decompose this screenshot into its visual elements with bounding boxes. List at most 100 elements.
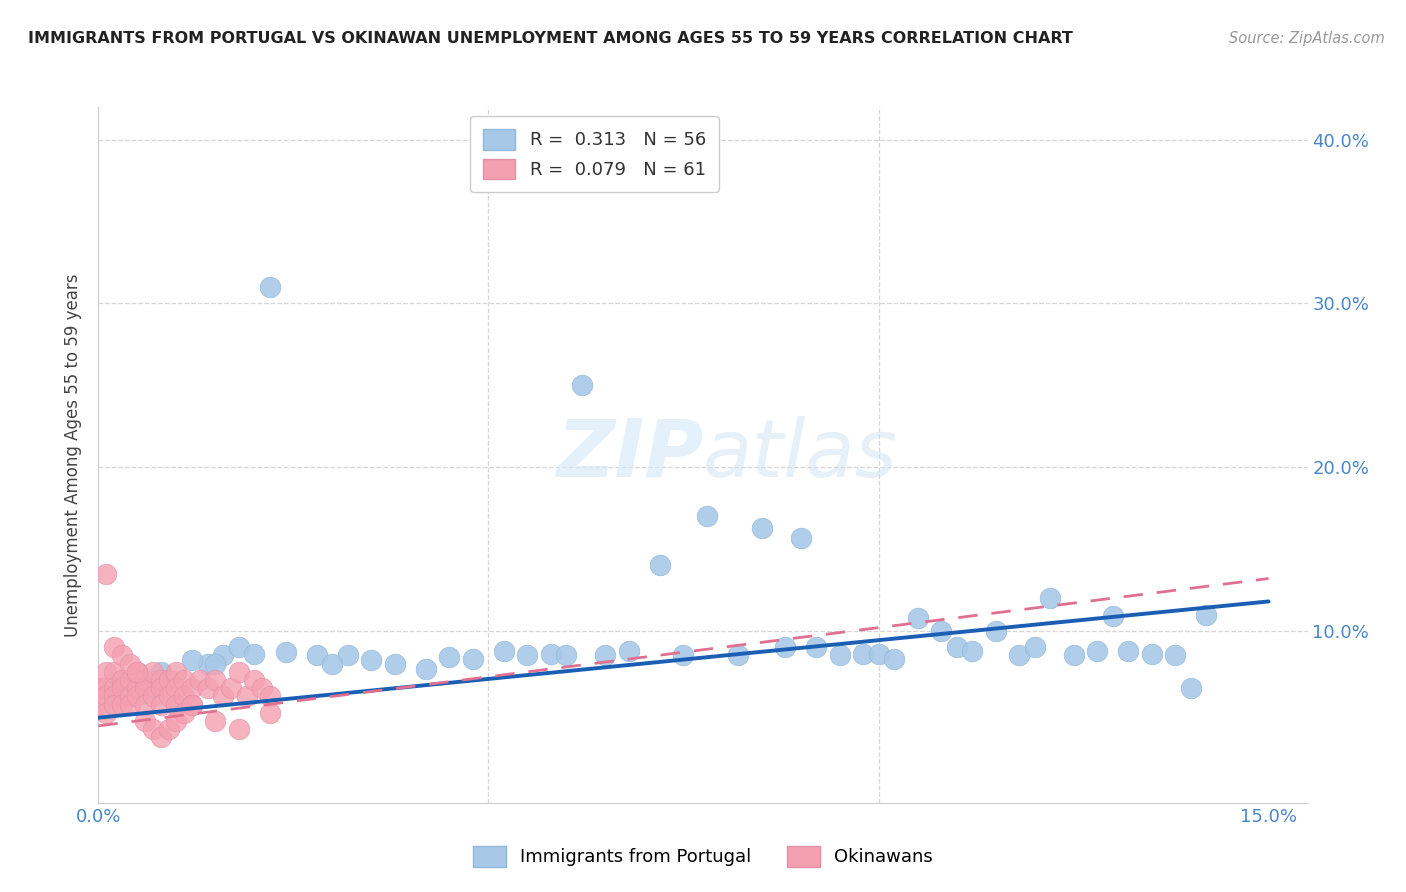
Point	[321, 657, 343, 671]
Point	[415, 662, 437, 676]
Point	[157, 722, 180, 736]
Point	[751, 521, 773, 535]
Point	[540, 647, 562, 661]
Text: Source: ZipAtlas.com: Source: ZipAtlas.com	[1229, 31, 1385, 46]
Point	[212, 648, 235, 663]
Point	[1063, 648, 1085, 663]
Point	[883, 651, 905, 665]
Point	[243, 647, 266, 661]
Point	[960, 643, 983, 657]
Point	[461, 651, 484, 665]
Point	[111, 681, 134, 696]
Point	[617, 643, 640, 657]
Point	[134, 714, 156, 728]
Point	[228, 722, 250, 736]
Point	[118, 673, 141, 687]
Point	[259, 280, 281, 294]
Point	[243, 673, 266, 687]
Point	[337, 648, 360, 663]
Point	[1039, 591, 1062, 606]
Point	[111, 698, 134, 712]
Point	[103, 690, 125, 704]
Point	[1116, 643, 1139, 657]
Point	[165, 681, 187, 696]
Point	[96, 566, 118, 581]
Point	[127, 681, 149, 696]
Point	[852, 647, 875, 661]
Point	[149, 698, 172, 712]
Point	[696, 509, 718, 524]
Point	[929, 624, 952, 638]
Point	[197, 657, 219, 671]
Point	[118, 657, 141, 671]
Point	[118, 690, 141, 704]
Point	[142, 690, 165, 704]
Y-axis label: Unemployment Among Ages 55 to 59 years: Unemployment Among Ages 55 to 59 years	[65, 273, 83, 637]
Point	[142, 665, 165, 679]
Point	[127, 690, 149, 704]
Point	[111, 648, 134, 663]
Point	[103, 640, 125, 655]
Point	[235, 690, 257, 704]
Point	[228, 640, 250, 655]
Point	[103, 681, 125, 696]
Point	[103, 665, 125, 679]
Point	[165, 698, 187, 712]
Point	[555, 648, 578, 663]
Legend: Immigrants from Portugal, Okinawans: Immigrants from Portugal, Okinawans	[465, 838, 941, 874]
Point	[96, 706, 118, 720]
Point	[828, 648, 851, 663]
Point	[1008, 648, 1031, 663]
Point	[1101, 609, 1123, 624]
Point	[595, 648, 617, 663]
Point	[127, 665, 149, 679]
Point	[804, 640, 827, 655]
Point	[274, 645, 297, 659]
Point	[87, 698, 110, 712]
Point	[984, 624, 1007, 638]
Point	[204, 657, 226, 671]
Point	[111, 673, 134, 687]
Point	[516, 648, 538, 663]
Point	[149, 731, 172, 745]
Point	[173, 706, 195, 720]
Point	[1085, 643, 1108, 657]
Point	[305, 648, 328, 663]
Point	[1164, 648, 1187, 663]
Point	[259, 706, 281, 720]
Point	[360, 653, 382, 667]
Point	[1140, 647, 1163, 661]
Point	[571, 378, 593, 392]
Point	[134, 698, 156, 712]
Point	[127, 665, 149, 679]
Point	[789, 531, 811, 545]
Text: IMMIGRANTS FROM PORTUGAL VS OKINAWAN UNEMPLOYMENT AMONG AGES 55 TO 59 YEARS CORR: IMMIGRANTS FROM PORTUGAL VS OKINAWAN UNE…	[28, 31, 1073, 46]
Point	[907, 611, 929, 625]
Point	[165, 714, 187, 728]
Point	[494, 643, 516, 657]
Point	[181, 698, 204, 712]
Point	[181, 698, 204, 712]
Point	[111, 673, 134, 687]
Point	[204, 673, 226, 687]
Point	[173, 673, 195, 687]
Point	[212, 690, 235, 704]
Point	[157, 673, 180, 687]
Point	[228, 665, 250, 679]
Point	[672, 648, 695, 663]
Point	[157, 690, 180, 704]
Point	[945, 640, 967, 655]
Point	[173, 690, 195, 704]
Point	[204, 714, 226, 728]
Point	[142, 681, 165, 696]
Point	[197, 681, 219, 696]
Point	[149, 665, 172, 679]
Point	[1024, 640, 1046, 655]
Point	[165, 665, 187, 679]
Point	[868, 647, 890, 661]
Point	[96, 690, 118, 704]
Point	[87, 681, 110, 696]
Text: ZIP: ZIP	[555, 416, 703, 494]
Text: atlas: atlas	[703, 416, 898, 494]
Point	[1195, 607, 1218, 622]
